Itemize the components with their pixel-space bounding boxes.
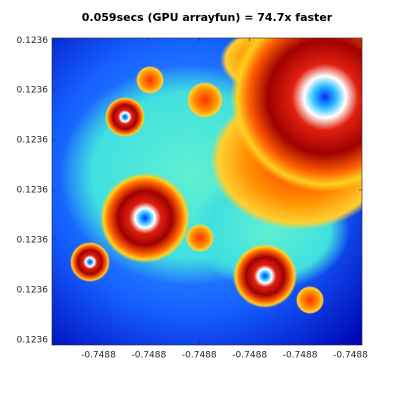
x-tick-label: -0.7488 [182, 351, 217, 361]
y-tick-label: 0.1236 [17, 285, 49, 295]
y-tick-label: 0.1236 [17, 335, 49, 345]
fractal-image [52, 38, 362, 345]
x-tick-label: -0.7488 [283, 351, 318, 361]
y-tick-label: 0.1236 [17, 235, 49, 245]
y-tick-label: 0.1236 [17, 136, 49, 146]
x-tick-label: -0.7488 [333, 351, 368, 361]
y-tick-label: 0.1236 [17, 36, 49, 46]
y-tick-label: 0.1236 [17, 186, 49, 196]
y-tick-label: 0.1236 [17, 86, 49, 96]
axes-box [51, 37, 363, 346]
x-tick-label: -0.7488 [81, 351, 116, 361]
x-tick-label: -0.7488 [132, 351, 167, 361]
x-tick-label: -0.7488 [232, 351, 267, 361]
chart-title: 0.059secs (GPU arrayfun) = 74.7x faster [82, 11, 333, 24]
